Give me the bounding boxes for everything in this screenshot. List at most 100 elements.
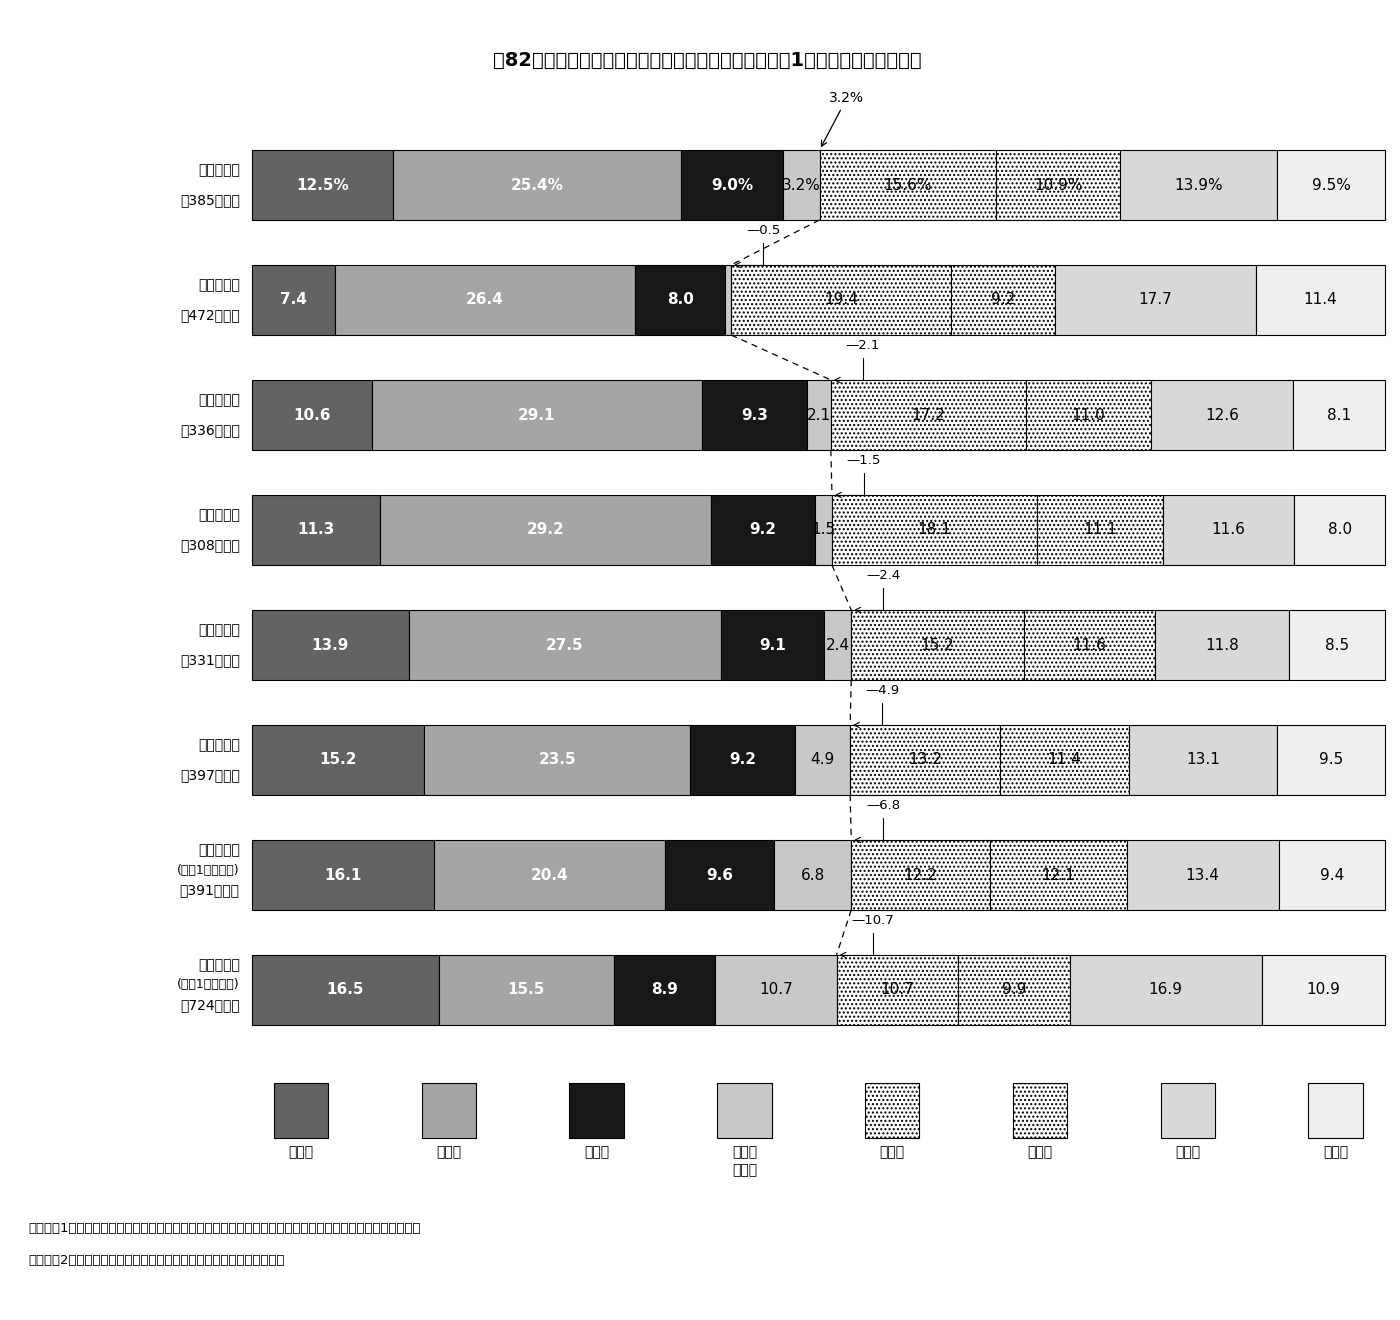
Text: 【391千円】: 【391千円】	[179, 883, 239, 898]
Text: 2.1: 2.1	[806, 408, 832, 422]
Text: 公債費: 公債費	[1175, 1146, 1200, 1159]
Text: 民生費: 民生費	[437, 1146, 462, 1159]
Text: 11.3: 11.3	[297, 523, 335, 537]
Text: 10.9%: 10.9%	[1033, 177, 1082, 193]
Bar	[711, 495, 815, 565]
Text: 9.4: 9.4	[1320, 867, 1344, 883]
Bar	[690, 725, 795, 795]
Text: 【472千円】: 【472千円】	[181, 308, 239, 322]
Bar	[1289, 610, 1385, 680]
Text: 16.5: 16.5	[326, 982, 364, 998]
Text: 12.2: 12.2	[903, 867, 937, 883]
Text: —1.5: —1.5	[836, 454, 881, 498]
Bar	[1309, 1082, 1362, 1138]
Bar	[1151, 380, 1294, 450]
Text: 10.6: 10.6	[293, 408, 330, 422]
Bar	[865, 1082, 920, 1138]
Bar	[1037, 495, 1163, 565]
Text: 26.4: 26.4	[466, 293, 504, 308]
Bar	[1000, 725, 1128, 795]
Bar	[1256, 265, 1385, 335]
Bar	[409, 610, 721, 680]
Text: 9.1: 9.1	[759, 638, 785, 652]
Bar	[1070, 954, 1261, 1026]
Text: 13.1: 13.1	[1186, 752, 1221, 767]
Bar	[1261, 954, 1385, 1026]
Text: 17.7: 17.7	[1138, 293, 1172, 308]
Text: 11.4: 11.4	[1303, 293, 1337, 308]
Text: 17.2: 17.2	[911, 408, 945, 422]
Bar	[1155, 610, 1289, 680]
Bar	[815, 495, 832, 565]
Text: 11.8: 11.8	[1205, 638, 1239, 652]
Text: 2.4: 2.4	[826, 638, 850, 652]
Text: 15.5: 15.5	[508, 982, 545, 998]
Text: —10.7: —10.7	[840, 913, 895, 957]
Text: 3.2%: 3.2%	[783, 177, 820, 193]
Text: —0.5: —0.5	[735, 224, 780, 268]
Text: 【724千円】: 【724千円】	[181, 998, 239, 1012]
Text: 中　都　市: 中 都 市	[197, 623, 239, 638]
Bar	[252, 840, 434, 909]
Text: 13.4: 13.4	[1186, 867, 1219, 883]
Text: 小　都　市: 小 都 市	[197, 738, 239, 752]
Text: 【397千円】: 【397千円】	[179, 768, 239, 781]
Text: 【336千円】: 【336千円】	[179, 422, 239, 437]
Bar	[570, 1082, 624, 1138]
Bar	[1026, 380, 1151, 450]
Bar	[1023, 610, 1155, 680]
Bar	[997, 150, 1120, 220]
Text: 町　　　村: 町 村	[197, 843, 239, 857]
Text: 19.4: 19.4	[825, 293, 858, 308]
Text: 11.0: 11.0	[1071, 408, 1105, 422]
Text: 9.0%: 9.0%	[711, 177, 753, 193]
Text: —2.1: —2.1	[834, 339, 881, 383]
Bar	[274, 1082, 329, 1138]
Text: 農林水
産業費: 農林水 産業費	[732, 1146, 757, 1177]
Bar	[783, 150, 819, 220]
Bar	[830, 380, 1026, 450]
Text: 市町村合計: 市町村合計	[197, 162, 239, 177]
Text: 9.9: 9.9	[1002, 982, 1026, 998]
Text: 11.6: 11.6	[1072, 638, 1106, 652]
Text: 土木費: 土木費	[879, 1146, 904, 1159]
Bar	[438, 954, 615, 1026]
Text: 9.2: 9.2	[991, 293, 1015, 308]
Text: 13.9: 13.9	[312, 638, 349, 652]
Text: —4.9: —4.9	[854, 684, 899, 727]
Bar	[434, 840, 665, 909]
Bar	[1161, 1082, 1215, 1138]
Bar	[252, 610, 409, 680]
Text: 【331千円】: 【331千円】	[179, 653, 239, 667]
Bar	[336, 265, 634, 335]
Text: 8.5: 8.5	[1324, 638, 1350, 652]
Text: 4.9: 4.9	[811, 752, 834, 767]
Text: 11.6: 11.6	[1212, 523, 1246, 537]
Bar	[1120, 150, 1277, 220]
Bar	[1012, 1082, 1067, 1138]
Text: 13.9%: 13.9%	[1175, 177, 1224, 193]
Bar	[806, 380, 830, 450]
Text: 大　都　市: 大 都 市	[197, 279, 239, 292]
Text: 9.2: 9.2	[749, 523, 777, 537]
Bar	[665, 840, 774, 909]
Text: 12.1: 12.1	[1042, 867, 1075, 883]
Text: 29.1: 29.1	[518, 408, 556, 422]
Text: 8.0: 8.0	[1327, 523, 1352, 537]
Text: 16.1: 16.1	[325, 867, 361, 883]
Text: 18.1: 18.1	[917, 523, 952, 537]
Text: 【308千円】: 【308千円】	[179, 539, 239, 552]
Bar	[1295, 495, 1385, 565]
Text: (人口1万人未満): (人口1万人未満)	[176, 978, 239, 991]
Bar	[393, 150, 682, 220]
Text: 10.7: 10.7	[759, 982, 792, 998]
Text: 【385千円】: 【385千円】	[179, 193, 239, 207]
Text: 特　例　市: 特 例 市	[197, 508, 239, 521]
Bar	[774, 840, 851, 909]
Text: 11.1: 11.1	[1084, 523, 1117, 537]
Text: 7.4: 7.4	[280, 293, 307, 308]
Text: 12.5%: 12.5%	[295, 177, 349, 193]
Bar	[252, 265, 336, 335]
Text: 衛生費: 衛生費	[584, 1146, 609, 1159]
Text: 12.6: 12.6	[1205, 408, 1239, 422]
